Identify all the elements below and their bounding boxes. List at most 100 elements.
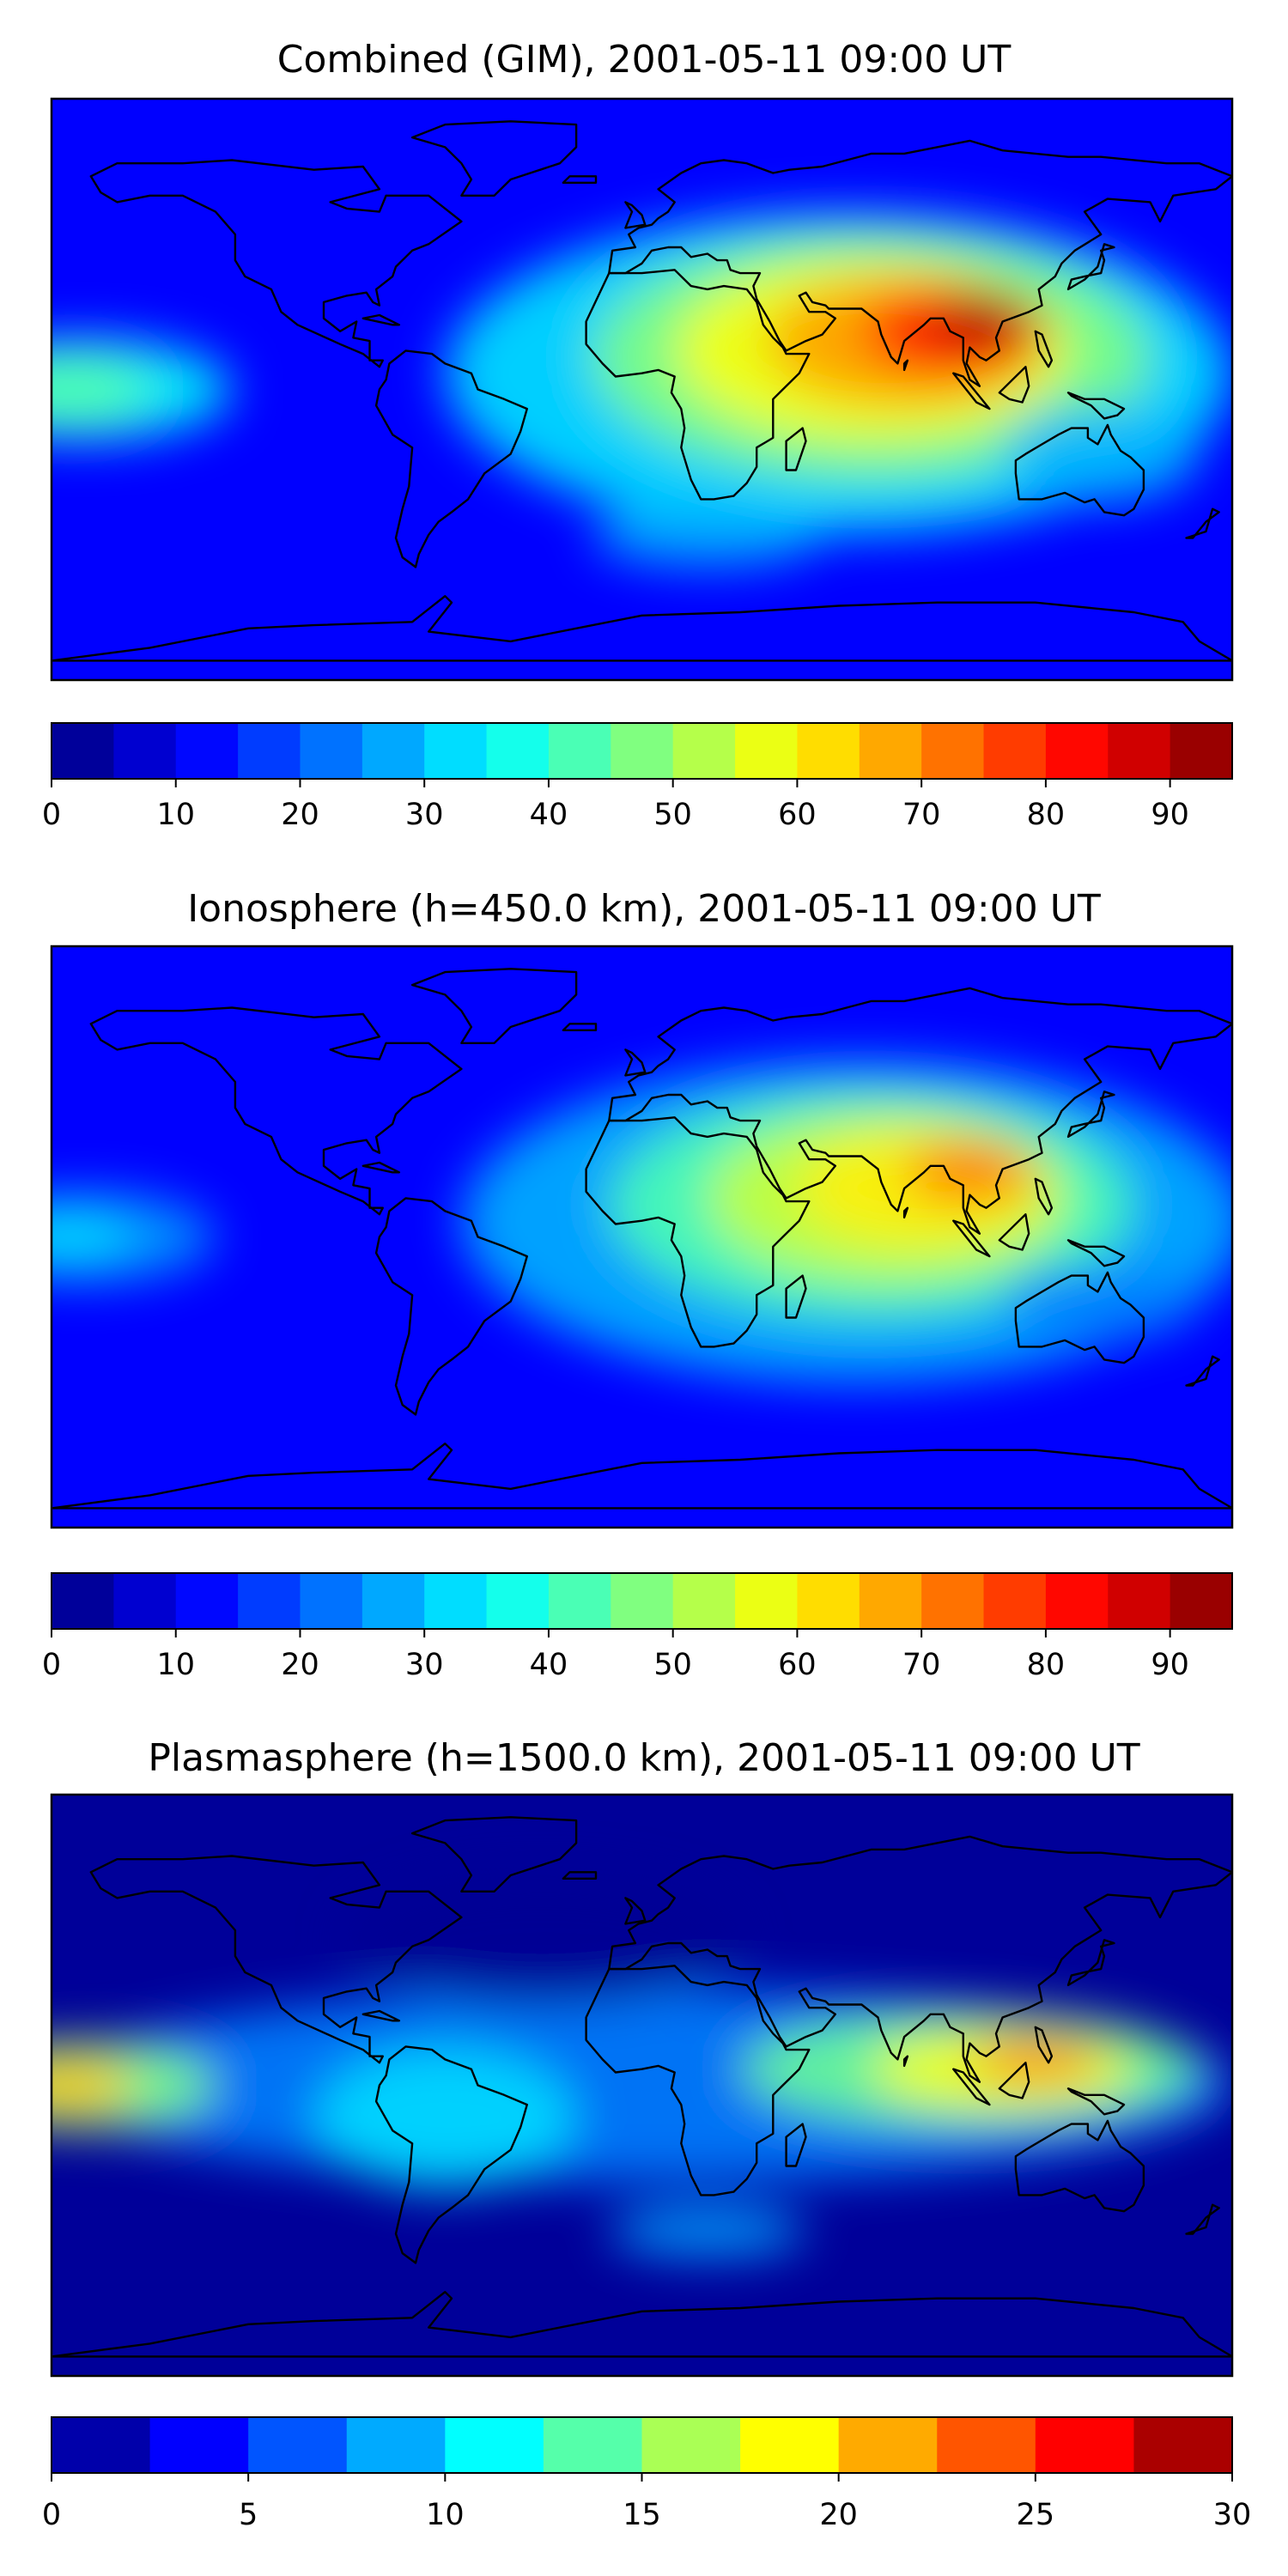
coastline [52, 2291, 1232, 2358]
coastline [624, 1897, 647, 1925]
coastline [952, 2068, 991, 2106]
colorbar-segment [859, 723, 922, 779]
colorbar-segment [859, 1573, 922, 1629]
colorbar-segment [740, 2417, 840, 2473]
panel-plasmasphere: Plasmasphere (h=1500.0 km), 2001-05-11 0… [42, 1736, 1252, 2532]
colorbar-segment [486, 1573, 550, 1629]
coastline [952, 372, 991, 410]
colorbar-tick-label: 90 [1151, 1648, 1189, 1682]
coastlines [52, 968, 1232, 1510]
map-area [52, 946, 1232, 1528]
colorbar-segment [300, 1573, 363, 1629]
colorbar-tick-label: 60 [778, 798, 817, 832]
colorbar-segment [175, 723, 239, 779]
colorbar-segment [1108, 723, 1171, 779]
heatmap-field [52, 211, 1232, 568]
colorbar-tick-label: 90 [1151, 798, 1189, 832]
colorbar-segment [300, 723, 363, 779]
colorbar-segment [735, 1573, 798, 1629]
coastline [785, 427, 807, 471]
field-blob [933, 292, 1039, 344]
map-frame [50, 1793, 1234, 2378]
colorbar-tick-label: 70 [902, 798, 941, 832]
colorbar-segment [543, 2417, 642, 2473]
coastline [1185, 507, 1220, 539]
coastline [374, 349, 528, 568]
colorbar-segment [52, 1573, 114, 1629]
colorbar-tick-label: 70 [902, 1648, 941, 1682]
panel-combined: Combined (GIM), 2001-05-11 09:00 UT 0 10 2… [42, 38, 1234, 832]
panel-title: Ionosphere (h=450.0 km), 2001-05-11 09:0… [187, 887, 1101, 931]
coastline [585, 1116, 811, 1348]
colorbar-segment [983, 723, 1047, 779]
colorbar-tick-label: 30 [405, 1648, 444, 1682]
coastline [361, 313, 401, 326]
coastline [361, 1161, 401, 1174]
colorbar-segment [486, 723, 550, 779]
colorbar-tick-label: 20 [281, 1648, 319, 1682]
coastline [410, 968, 578, 1044]
colorbar-tick-label: 0 [42, 798, 61, 832]
colorbar-segment [346, 2417, 446, 2473]
colorbar-segment [983, 1573, 1047, 1629]
colorbar-tick-label: 10 [426, 2498, 465, 2532]
field-blob [1002, 1262, 1200, 1340]
coastline [785, 1274, 807, 1319]
colorbar-segment [672, 723, 736, 779]
colorbar-segment [248, 2417, 348, 2473]
coastline [902, 1206, 909, 1219]
colorbar-segment [424, 723, 488, 779]
coastline [1185, 1355, 1220, 1387]
field-blob [52, 2056, 134, 2115]
colorbar-tick-label: 0 [42, 1648, 61, 1682]
colorbar-tick-label: 20 [281, 798, 319, 832]
colorbar-tick-label: 15 [623, 2498, 661, 2532]
coastline [1014, 423, 1145, 517]
colorbar-segment [1170, 1573, 1233, 1629]
colorbar-frame [51, 1572, 1233, 1630]
coastline [562, 175, 598, 184]
coastline [374, 1197, 528, 1416]
coastline [52, 1443, 1232, 1510]
field-blob [52, 356, 150, 422]
colorbar: 0 10 20 30 40 50 60 70 80 90 [42, 722, 1233, 832]
coastline [902, 359, 909, 372]
coastlines [52, 1816, 1232, 2358]
coastline [785, 2123, 807, 2167]
colorbar-segment [937, 2417, 1036, 2473]
colorbar-segment [1045, 723, 1109, 779]
panel-ionosphere: Ionosphere (h=450.0 km), 2001-05-11 09:0… [42, 887, 1234, 1682]
coastline [998, 2062, 1030, 2099]
coastline [624, 201, 647, 229]
colorbar-segment [1045, 1573, 1109, 1629]
coastline [624, 1048, 647, 1077]
panel-title: Plasmasphere (h=1500.0 km), 2001-05-11 0… [148, 1736, 1139, 1780]
colorbar-tick-label: 0 [42, 2498, 61, 2532]
coastline [89, 159, 463, 368]
colorbar-tick-label: 10 [156, 798, 195, 832]
colorbar-segment [175, 1573, 239, 1629]
coastline [1066, 392, 1126, 420]
colorbar-tick-label: 25 [1017, 2498, 1055, 2532]
colorbar-tick-label: 20 [819, 2498, 858, 2532]
colorbar-segment [361, 723, 425, 779]
colorbar-tick-label: 10 [156, 1648, 195, 1682]
coastlines [52, 120, 1232, 662]
colorbar-segment [641, 2417, 741, 2473]
coastline [608, 139, 1232, 387]
colorbar-tick-label: 30 [1213, 2498, 1252, 2532]
colorbar-segment [52, 2417, 151, 2473]
colorbar-segment [424, 1573, 488, 1629]
colorbar-segment [672, 1573, 736, 1629]
coastline [1066, 1939, 1115, 1987]
coastline [1034, 330, 1054, 368]
coastline [902, 2055, 909, 2068]
coastline [89, 1855, 463, 2064]
colorbar-tick-label: 60 [778, 1648, 817, 1682]
colorbar-segment [548, 1573, 611, 1629]
colorbar-segment [113, 723, 177, 779]
map-area [52, 1795, 1232, 2376]
coastline [998, 1213, 1030, 1251]
colorbar-tick-label: 50 [653, 1648, 692, 1682]
coastline [1014, 1271, 1145, 1364]
